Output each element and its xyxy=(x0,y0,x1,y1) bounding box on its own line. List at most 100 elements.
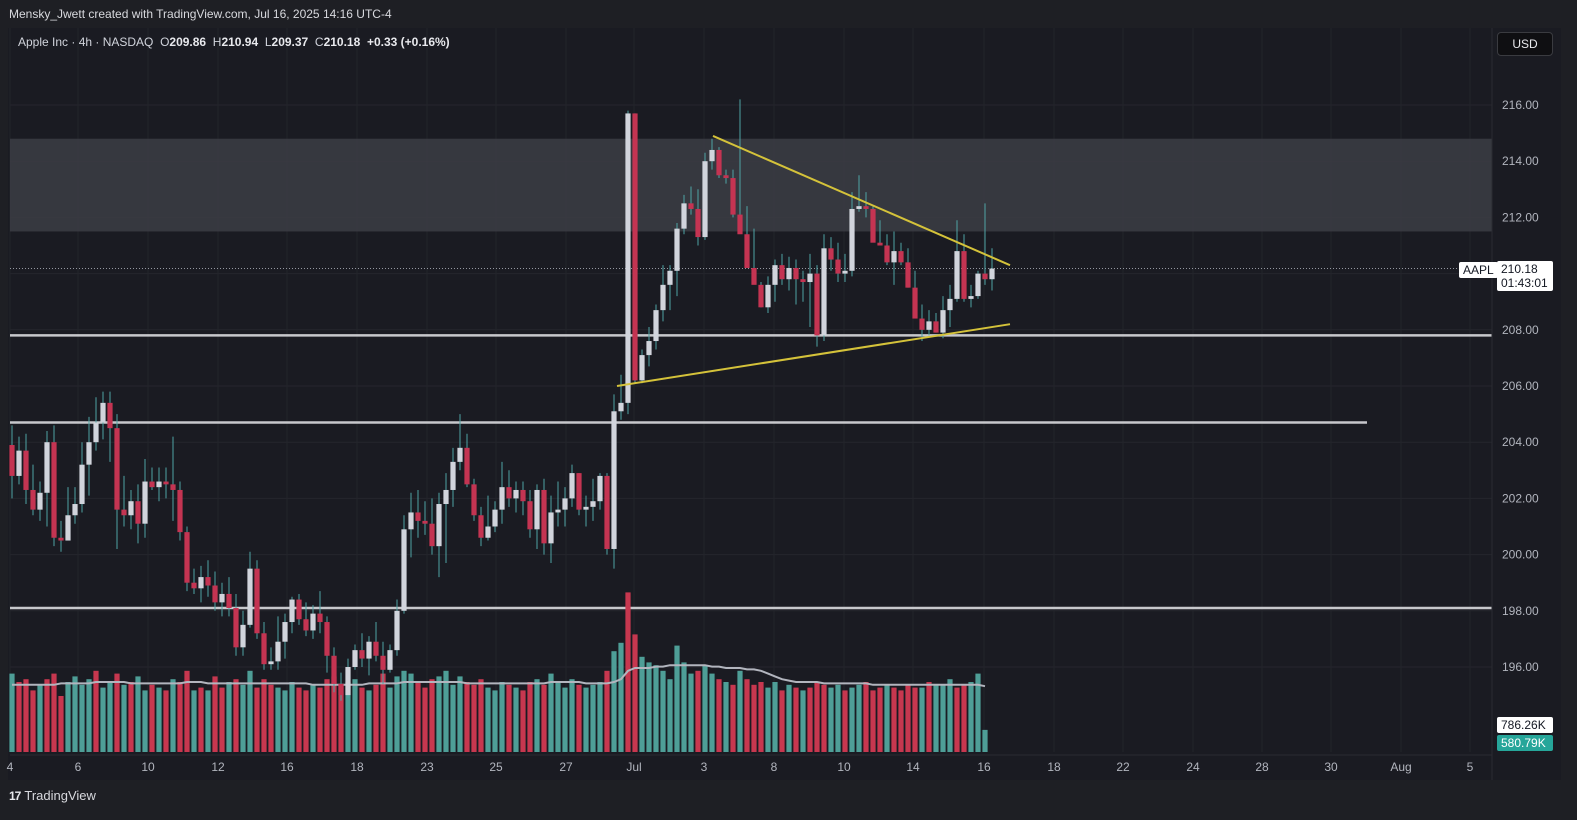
y-tick-label: 216.00 xyxy=(1502,98,1539,112)
volume-bar xyxy=(464,682,470,752)
volume-bar xyxy=(37,684,43,752)
volume-bar xyxy=(380,673,386,752)
x-tick-label: 18 xyxy=(1047,760,1061,774)
volume-bar xyxy=(44,679,50,752)
close-label: C xyxy=(314,35,324,49)
volume-bar xyxy=(548,673,554,752)
volume-bar xyxy=(730,684,736,752)
volume-bar xyxy=(940,684,946,752)
candle-body xyxy=(541,489,547,544)
y-tick-label: 206.00 xyxy=(1502,379,1539,393)
candle-body xyxy=(121,509,127,516)
candle-body xyxy=(233,607,239,648)
candle-body xyxy=(877,242,883,246)
candle-body xyxy=(618,402,624,412)
candle-body xyxy=(198,577,204,589)
volume-bar xyxy=(303,690,309,752)
candle-body xyxy=(177,489,183,533)
candle-body xyxy=(751,267,757,285)
high-value: 210.94 xyxy=(221,35,259,49)
candle-body xyxy=(716,149,722,176)
currency-button[interactable]: USD xyxy=(1497,32,1553,56)
candle-body xyxy=(219,593,225,603)
volume-bar xyxy=(828,687,834,752)
volume-bar xyxy=(688,673,694,752)
candle-body xyxy=(23,450,29,490)
volume-bar xyxy=(121,684,127,752)
candle-body xyxy=(681,203,687,229)
volume-bar xyxy=(870,690,876,752)
volume-bar xyxy=(247,670,253,752)
candle-body xyxy=(667,270,673,285)
x-tick-label: Jul xyxy=(626,760,641,774)
symbol-price-tag: AAPL xyxy=(1459,262,1498,278)
volume-bar xyxy=(835,684,841,752)
y-tick-label: 208.00 xyxy=(1502,323,1539,337)
volume-bar xyxy=(72,676,78,752)
descending-trendline xyxy=(712,134,1011,267)
volume-bar xyxy=(800,690,806,752)
candle-body xyxy=(65,515,71,541)
volume-bar xyxy=(219,687,225,752)
candle-body xyxy=(387,650,393,670)
volume-bar xyxy=(513,687,519,752)
volume-bar xyxy=(674,645,680,752)
candle-body xyxy=(268,661,274,665)
x-tick-label: 25 xyxy=(489,760,503,774)
volume-bar xyxy=(51,673,57,752)
volume-bar xyxy=(23,679,29,752)
volume-bar xyxy=(282,690,288,752)
candle-body xyxy=(583,506,589,510)
candle-body xyxy=(331,655,337,684)
candle-body xyxy=(919,318,925,330)
candle-body xyxy=(16,450,22,476)
low-value: 209.37 xyxy=(271,35,309,49)
volume-bar xyxy=(527,682,533,752)
candle-body xyxy=(128,501,134,516)
candle-body xyxy=(534,489,540,530)
candle-body xyxy=(247,568,253,625)
volume-bar xyxy=(569,679,575,752)
candle-body xyxy=(324,622,330,656)
volume-bar xyxy=(926,682,932,752)
candle-body xyxy=(163,481,169,485)
volume-bar xyxy=(135,676,141,752)
volume-bar xyxy=(506,684,512,752)
volume-bar xyxy=(849,687,855,752)
footer-branding[interactable]: 17 TradingView xyxy=(9,788,96,803)
volume-bar xyxy=(394,676,400,752)
candle-body xyxy=(30,489,36,510)
candle-body xyxy=(961,251,967,299)
volume-bar xyxy=(961,684,967,752)
candle-body xyxy=(93,422,99,443)
volume-bar xyxy=(716,679,722,752)
symbol-info[interactable]: Apple Inc · 4h · NASDAQ xyxy=(18,35,154,49)
candle-body xyxy=(674,228,680,271)
volume-bar xyxy=(401,670,407,752)
volume-bar xyxy=(821,684,827,752)
volume-bar xyxy=(667,679,673,752)
volume-bar xyxy=(541,684,547,752)
candle-body xyxy=(471,484,477,516)
candle-body xyxy=(695,208,701,238)
candle-body xyxy=(975,273,981,297)
volume-bar xyxy=(86,679,92,752)
resistance-zone xyxy=(10,138,1492,232)
candle-body xyxy=(436,504,442,547)
y-tick-label: 200.00 xyxy=(1502,548,1539,562)
volume-bar xyxy=(233,679,239,752)
volume-bar xyxy=(919,687,925,752)
x-tick-label: 30 xyxy=(1324,760,1338,774)
volume-bar xyxy=(520,690,526,752)
candle-body xyxy=(982,273,988,280)
volume-bar xyxy=(254,687,260,752)
volume-bar xyxy=(58,696,64,752)
volume-bar xyxy=(492,690,498,752)
candle-body xyxy=(786,267,792,280)
volume-bar xyxy=(576,684,582,752)
candle-body xyxy=(898,251,904,263)
candle-body xyxy=(688,203,694,209)
candle-body xyxy=(338,683,344,696)
volume-bar xyxy=(436,676,442,752)
